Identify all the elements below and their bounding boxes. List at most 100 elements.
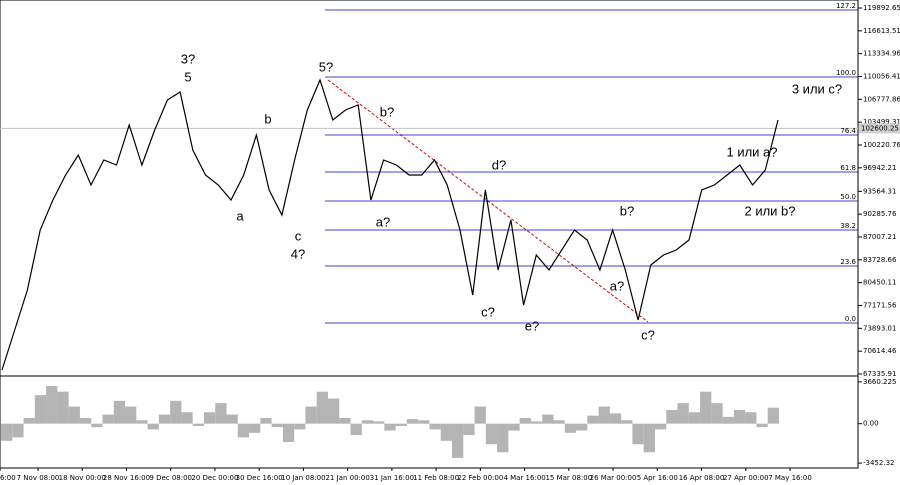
osc-bar (237, 423, 250, 438)
fib-label: 50.0 (840, 193, 856, 201)
osc-bar (632, 423, 644, 445)
current-price-label: 102600.25 (861, 124, 899, 132)
osc-bar (542, 414, 554, 424)
x-tick-label: 7 Nov 08:00 (17, 474, 60, 482)
y-tick-label: 119892.65 (863, 4, 900, 12)
osc-bar (12, 423, 24, 438)
wave-label: c? (481, 304, 495, 319)
osc-bar (508, 423, 520, 431)
fib-label: 76.4 (840, 127, 856, 135)
x-tick-label: 21 Jan 00:00 (325, 474, 369, 482)
osc-bar (203, 412, 216, 424)
price-line (1, 78, 779, 371)
fib-label: 38.2 (840, 222, 856, 230)
osc-bar (621, 420, 633, 424)
osc-bar (249, 423, 261, 433)
osc-bar (215, 403, 227, 424)
osc-bar (170, 400, 182, 424)
osc-bar (643, 423, 655, 453)
y-tick-label: 100220.76 (863, 141, 900, 149)
y-tick-label: 116613.51 (863, 27, 900, 35)
osc-bar (192, 423, 204, 426)
y-tick-label: 83728.66 (863, 256, 897, 264)
wave-label: 4? (291, 246, 305, 261)
osc-bar (452, 423, 464, 458)
y-tick-label: 110056.41 (863, 72, 900, 80)
fib-label: 0.0 (845, 315, 856, 323)
osc-bar (46, 385, 58, 424)
osc-bar (756, 423, 768, 428)
osc-bar (564, 423, 577, 433)
y-tick-label: 106777.86 (863, 95, 900, 103)
osc-tick-label: 3660.225 (863, 378, 896, 386)
wave-label: 3 или c? (792, 81, 842, 96)
osc-bar (125, 406, 137, 424)
x-tick-label: 11 Feb 08:00 (413, 474, 459, 482)
osc-bar (553, 420, 565, 424)
osc-bar (485, 423, 498, 445)
x-tick-label: 22 Feb 00:00 (457, 474, 503, 482)
current-price-box (859, 123, 900, 134)
osc-bar (91, 423, 103, 428)
osc-bar (609, 413, 622, 424)
osc-bar (79, 417, 92, 424)
osc-bar (666, 409, 678, 424)
fib-label: 127.2 (836, 2, 856, 10)
wave-label: 1 или a? (726, 144, 777, 159)
x-tick-label: 10 Jan 08:00 (281, 474, 325, 482)
osc-bar (226, 414, 238, 424)
osc-bar (576, 423, 588, 431)
y-tick-label: 73893.01 (863, 324, 896, 332)
osc-bar (181, 412, 193, 424)
x-tick-label: 16 Apr 08:00 (679, 474, 725, 482)
osc-bar (463, 423, 475, 436)
wave-label: a? (610, 278, 624, 293)
wave-label: b? (620, 203, 634, 218)
osc-bar (395, 423, 407, 426)
x-tick-label: 7 May 16:00 (768, 474, 812, 482)
y-tick-label: 67335.91 (863, 370, 896, 378)
osc-bar (158, 414, 171, 424)
x-tick-label: 27 Apr 00:00 (723, 474, 769, 482)
osc-bar (23, 417, 35, 424)
osc-bar (474, 406, 486, 424)
y-tick-label: 96942.21 (863, 164, 896, 172)
osc-bar (406, 419, 419, 424)
osc-bar (587, 415, 599, 424)
osc-bar (316, 391, 328, 424)
osc-bar (497, 423, 509, 453)
wave-label: b (264, 111, 271, 126)
y-tick-label: 90285.76 (863, 210, 897, 218)
osc-bar (722, 416, 734, 424)
x-tick-label: 26 Mar 00:00 (590, 474, 637, 482)
osc-bar (294, 423, 306, 430)
wave-label: c (295, 228, 302, 243)
osc-bar (57, 391, 69, 424)
y-tick-label: 113334.96 (863, 50, 900, 58)
osc-bar (68, 406, 80, 424)
osc-bar (654, 423, 667, 430)
x-tick-label: 5 Apr 16:00 (637, 474, 678, 482)
x-tick-label: 30 Dec 16:00 (236, 474, 283, 482)
wave-label: b? (380, 104, 394, 119)
osc-bar (530, 421, 543, 424)
osc-bar (733, 409, 746, 424)
y-tick-label: 93564.31 (863, 187, 896, 195)
osc-bar (136, 420, 148, 424)
osc-bar (339, 417, 351, 424)
osc-bar (373, 421, 385, 424)
x-tick-label: 4 Mar 16:00 (503, 474, 545, 482)
osc-bar (711, 403, 723, 424)
osc-bar (745, 412, 757, 424)
wave-label: 2 или b? (744, 203, 795, 218)
x-tick-label: 28 Nov 16:00 (103, 474, 150, 482)
osc-bar (688, 412, 701, 424)
wave-label: 5? (319, 59, 333, 74)
osc-bar (260, 417, 272, 424)
x-tick-label: 9 Dec 08:00 (149, 474, 192, 482)
y-tick-label: 80450.11 (863, 279, 896, 287)
osc-bar (305, 406, 317, 424)
y-tick-label: 70614.46 (863, 347, 897, 355)
y-tick-label: 77171.56 (863, 301, 897, 309)
